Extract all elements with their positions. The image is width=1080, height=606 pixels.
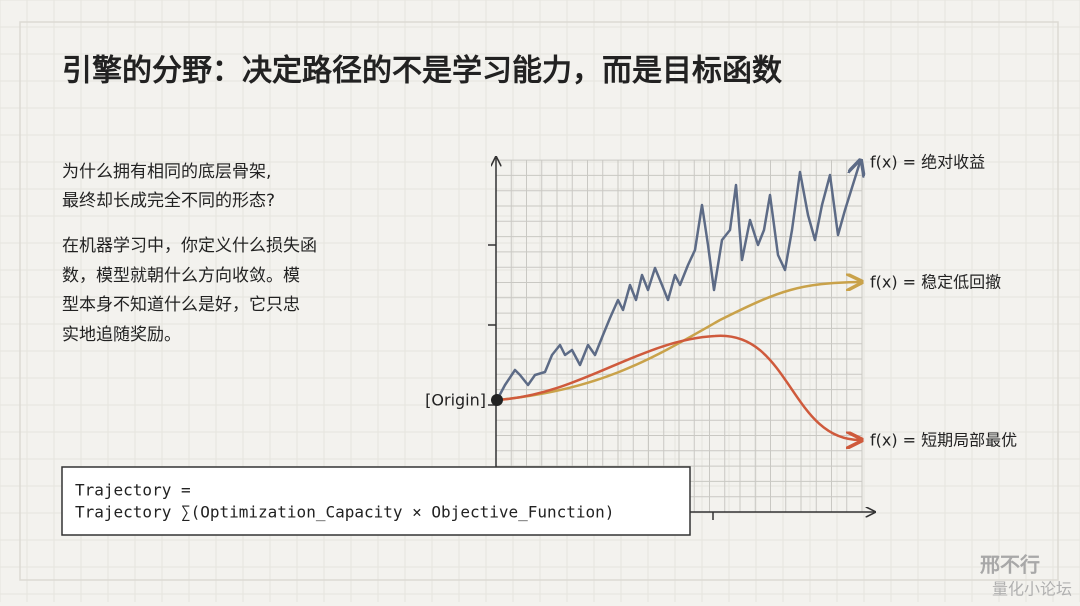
formula-line: Trajectory =	[75, 481, 191, 500]
question: 最终却长成完全不同的形态?	[62, 191, 275, 211]
curve-stable	[496, 282, 860, 402]
curve-label: f(x) = 绝对收益	[870, 153, 985, 172]
question: 为什么拥有相同的底层骨架,	[62, 162, 271, 182]
title: 引擎的分野：决定路径的不是学习能力，而是目标函数	[62, 54, 783, 89]
paragraph-line: 型本身不知道什么是好，它只忠	[62, 295, 300, 315]
panel-border	[19, 21, 1059, 581]
formula-line: Trajectory ∑(Optimization_Capacity × Obj…	[75, 503, 614, 522]
paragraph-line: 实地追随奖励。	[62, 325, 181, 345]
curve-local-optimum	[496, 334, 860, 440]
origin-label: [Origin]	[425, 391, 486, 410]
paragraph-line: 在机器学习中，你定义什么损失函	[62, 236, 317, 256]
watermark: 邢不行	[980, 553, 1040, 577]
curve-absolute-return	[495, 162, 860, 401]
formula-box	[61, 466, 691, 536]
paragraph-line: 数，模型就朝什么方向收敛。模	[62, 266, 300, 286]
curve-label: f(x) = 稳定低回撤	[870, 273, 1001, 292]
origin-point	[491, 394, 503, 406]
curve-label: f(x) = 短期局部最优	[870, 431, 1017, 450]
watermark: 量化小论坛	[992, 580, 1072, 599]
